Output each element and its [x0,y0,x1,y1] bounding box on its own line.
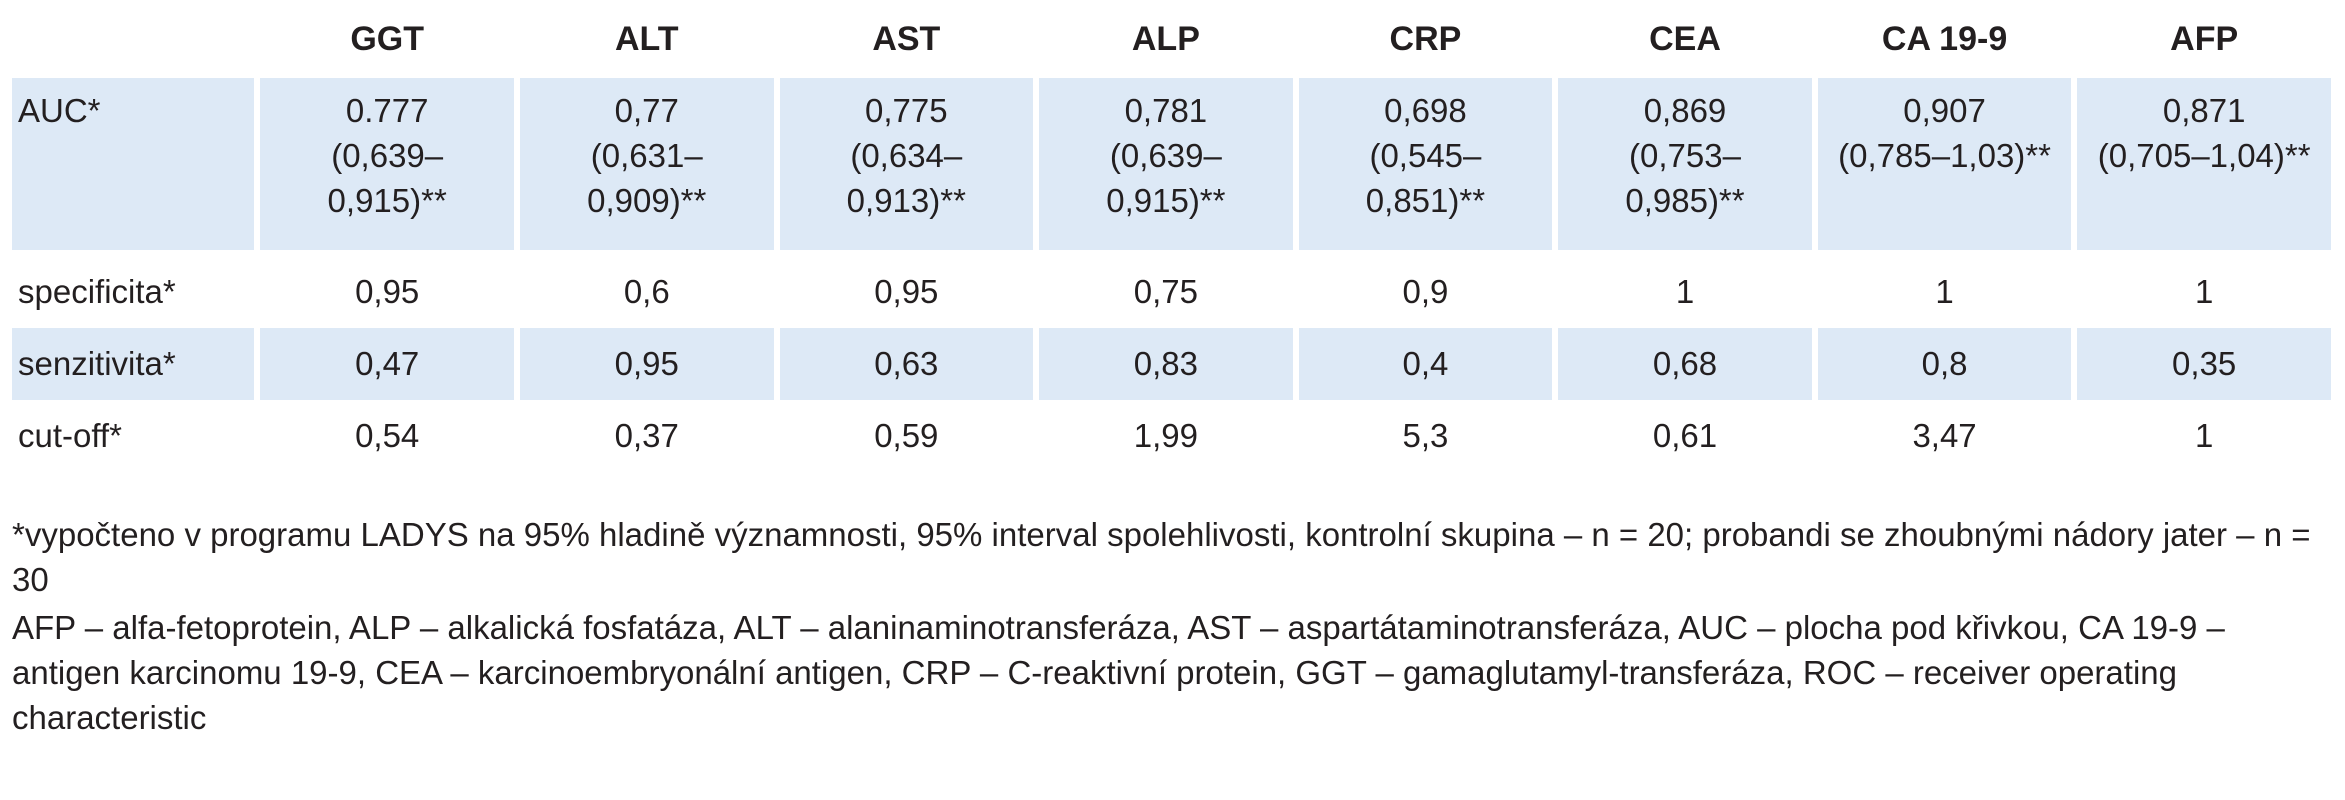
auc-ci-low: (0,639– [1109,137,1222,174]
header-cell-alp: ALP [1131,19,1200,58]
cell-senzitivita-ggt: 0,47 [260,328,514,400]
cell-auc-alp: 0,781 (0,639– 0,915)** [1039,78,1293,250]
cell-auc-ca19-9: 0,907 (0,785–1,03)** [1817,78,2072,250]
cell-auc-crp: 0,698 (0,545– 0,851)** [1298,78,1553,250]
table-row-auc: AUC* 0.777 (0,639– 0,915)** 0,77 (0,631– 0,9… [12,78,2331,250]
cell-specificita-alt: 0,6 [623,273,670,310]
cell-auc-ggt: 0.777 (0,639– 0,915)** [260,78,514,250]
cell-senzitivita-ast: 0,63 [779,328,1034,400]
cell-senzitivita-alp: 0,83 [1039,328,1293,400]
cell-specificita-ast: 0,95 [874,273,939,310]
auc-ci-low: (0,545– [1369,137,1482,174]
row-label-auc: AUC* [12,78,255,250]
auc-ci-high: 0,851)** [1365,182,1486,219]
auc-ci-low: (0,634– [850,137,963,174]
auc-value: 0.777 [345,92,429,129]
auc-ci: (0,705–1,04)** [2097,137,2311,174]
header-cell-crp: CRP [1389,19,1462,58]
cell-specificita-afp: 1 [2194,273,2214,310]
header-row: GGT ALT AST ALP CRP CEA CA 19-9 AFP [12,0,2331,78]
row-label-cutoff: cut-off* [18,417,122,454]
auc-ci-high: 0,915)** [1106,182,1226,219]
document: GGT ALT AST ALP CRP CEA CA 19-9 AFP AUC*… [12,0,2337,740]
cell-senzitivita-ca19-9: 0,8 [1817,328,2072,400]
cell-specificita-cea: 1 [1675,273,1695,310]
cell-auc-afp: 0,871 (0,705–1,04)** [2077,78,2331,250]
auc-value: 0,907 [1903,92,1986,129]
auc-ci: (0,785–1,03)** [1838,137,2051,174]
cell-specificita-ca19-9: 1 [1935,273,1954,310]
cell-auc-ast: 0,775 (0,634– 0,913)** [779,78,1034,250]
table-row-specificita: specificita* 0,95 0,6 0,95 0,75 0,9 1 1 … [12,256,2331,328]
row-label-specificita: specificita* [18,273,176,310]
cell-cutoff-ast: 0,59 [874,417,939,454]
auc-ci-low: (0,631– [590,137,703,174]
auc-value: 0,77 [614,92,679,129]
cell-specificita-alp: 0,75 [1133,273,1198,310]
auc-ci-high: 0,909)** [587,182,707,219]
header-cell-afp: AFP [2170,19,2239,58]
cell-auc-alt: 0,77 (0,631– 0,909)** [519,78,774,250]
cell-cutoff-crp: 5,3 [1402,417,1449,454]
header-cell-ca19-9: CA 19-9 [1881,19,2008,58]
cell-cutoff-cea: 0,61 [1652,417,1718,454]
auc-value: 0,869 [1643,92,1727,129]
cell-cutoff-alp: 1,99 [1133,417,1198,454]
cell-senzitivita-afp: 0,35 [2077,328,2331,400]
header-cell-cea: CEA [1649,19,1721,58]
cell-cutoff-afp: 1 [2194,417,2214,454]
auc-ci-low: (0,639– [331,137,444,174]
table-row-senzitivita: senzitivita* 0,47 0,95 0,63 0,83 0,4 0,6… [12,328,2331,400]
header-cell-empty [12,0,254,78]
results-table: GGT ALT AST ALP CRP CEA CA 19-9 AFP AUC*… [6,0,2337,472]
header-cell-ggt: GGT [350,19,425,58]
footnote: *vypočteno v programu LADYS na 95% hladi… [12,516,2311,598]
auc-value: 0,871 [2162,92,2246,129]
auc-ci-high: 0,915)** [327,182,447,219]
header-cell-alt: ALT [614,19,679,58]
table-row-cutoff: cut-off* 0,54 0,37 0,59 1,99 5,3 0,61 3,… [12,400,2331,472]
auc-ci-low: (0,753– [1629,137,1741,174]
table-notes: *vypočteno v programu LADYS na 95% hladi… [12,512,2332,740]
cell-cutoff-ca19-9: 3,47 [1912,417,1977,454]
row-label-senzitivita: senzitivita* [12,328,255,400]
auc-value: 0,698 [1384,92,1467,129]
auc-value: 0,775 [865,92,948,129]
cell-cutoff-alt: 0,37 [614,417,679,454]
cell-specificita-crp: 0,9 [1402,273,1449,310]
auc-ci-high: 0,985)** [1625,182,1745,219]
header-cell-ast: AST [872,19,941,58]
cell-cutoff-ggt: 0,54 [355,417,420,454]
auc-ci-high: 0,913)** [846,182,966,219]
cell-senzitivita-alt: 0,95 [519,328,774,400]
abbreviations-note: AFP – alfa-fetoprotein, ALP – alkalická … [12,609,2225,736]
auc-value: 0,781 [1124,92,1208,129]
cell-specificita-ggt: 0,95 [355,273,420,310]
cell-auc-cea: 0,869 (0,753– 0,985)** [1558,78,1812,250]
cell-senzitivita-cea: 0,68 [1558,328,1812,400]
cell-senzitivita-crp: 0,4 [1298,328,1553,400]
